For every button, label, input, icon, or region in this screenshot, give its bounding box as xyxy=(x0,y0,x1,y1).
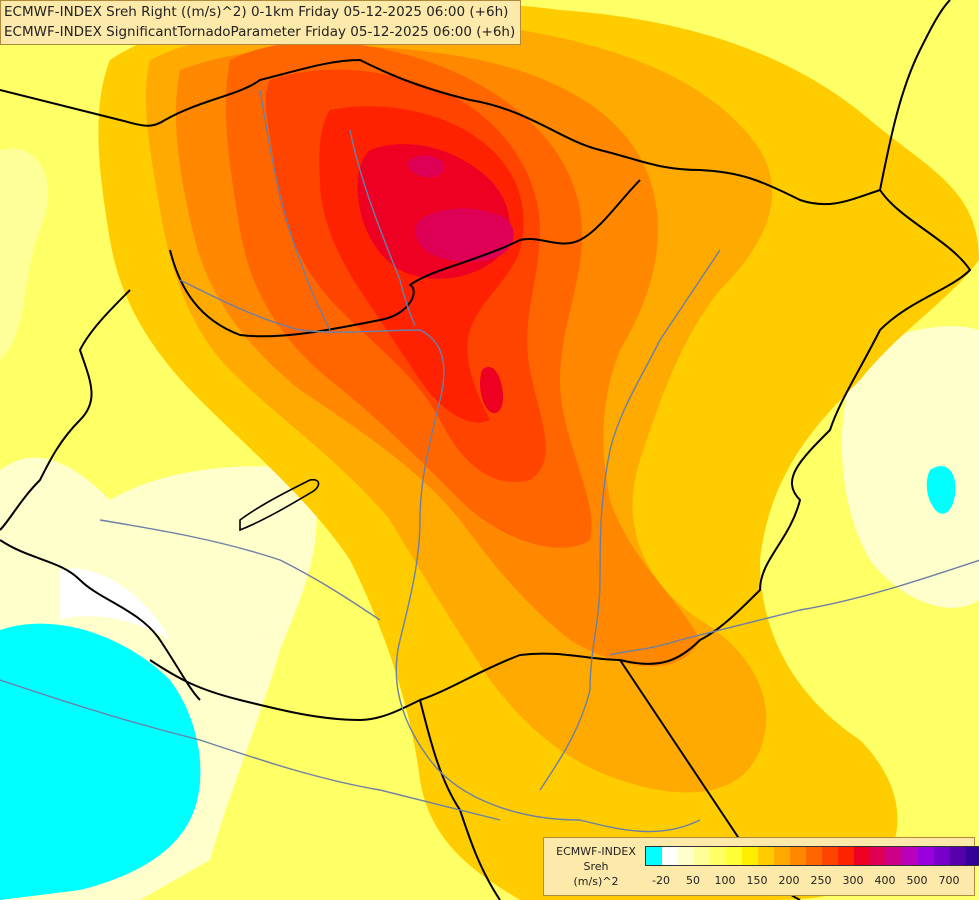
legend-title-source: ECMWF-INDEX xyxy=(556,845,636,858)
border-east xyxy=(879,0,951,191)
legend-swatch xyxy=(966,847,979,865)
map-title-box: ECMWF-INDEX Sreh Right ((m/s)^2) 0-1km F… xyxy=(0,0,522,45)
legend-swatch xyxy=(822,847,838,865)
legend-tick-label: 100 xyxy=(714,874,736,887)
border-hungary-romania xyxy=(619,189,971,665)
color-legend: ECMWF-INDEX Sreh (m/s)^2 -20 50 100 150 200 2… xyxy=(543,837,979,896)
border-west-top xyxy=(0,89,166,127)
legend-swatch xyxy=(710,847,726,865)
rivers xyxy=(0,89,979,833)
border-hungary-serbia xyxy=(149,652,621,721)
low-helicity-region-east xyxy=(926,466,956,514)
map-title-line-1: ECMWF-INDEX Sreh Right ((m/s)^2) 0-1km F… xyxy=(4,4,509,20)
legend-tick-labels: -20 50 100 150 200 250 300 400 500 700 xyxy=(645,874,975,890)
border-north xyxy=(164,59,881,206)
tisza-river xyxy=(539,249,721,791)
danube-river xyxy=(179,279,701,833)
legend-swatch xyxy=(918,847,934,865)
legend-swatch xyxy=(726,847,742,865)
pale-region-east xyxy=(841,326,979,608)
legend-tick-label: -20 xyxy=(652,874,670,887)
low-helicity-region-west xyxy=(0,623,201,900)
legend-swatch xyxy=(662,847,678,865)
legend-color-bar xyxy=(645,846,979,866)
legend-title-variable: Sreh xyxy=(583,860,609,873)
legend-swatch xyxy=(838,847,854,865)
legend-tick-label: 250 xyxy=(810,874,832,887)
legend-swatch xyxy=(790,847,806,865)
legend-swatch xyxy=(774,847,790,865)
legend-swatch xyxy=(646,847,662,865)
legend-swatch xyxy=(694,847,710,865)
sava-river xyxy=(0,679,501,821)
legend-swatch xyxy=(934,847,950,865)
border-austria-hungary xyxy=(0,289,131,531)
legend-tick-label: 150 xyxy=(746,874,768,887)
legend-tick-label: 200 xyxy=(778,874,800,887)
legend-swatch xyxy=(758,847,774,865)
crimson-region-south xyxy=(480,366,504,414)
legend-swatch xyxy=(806,847,822,865)
border-slovakia-hungary xyxy=(169,179,641,338)
legend-swatch xyxy=(870,847,886,865)
legend-tick-label: 50 xyxy=(686,874,700,887)
vah-river xyxy=(259,89,331,331)
legend-title-unit: (m/s)^2 xyxy=(573,875,619,888)
lake-balaton xyxy=(239,478,320,532)
legend-swatch xyxy=(854,847,870,865)
border-croatia xyxy=(0,539,201,701)
legend-title: ECMWF-INDEX Sreh (m/s)^2 xyxy=(550,844,642,889)
legend-swatch xyxy=(742,847,758,865)
legend-swatch xyxy=(950,847,966,865)
hron-river xyxy=(349,129,416,326)
legend-tick-label: 400 xyxy=(874,874,896,887)
map-title-line-2: ECMWF-INDEX SignificantTornadoParameter … xyxy=(4,24,516,40)
legend-tick-label: 500 xyxy=(906,874,928,887)
legend-tick-label: 300 xyxy=(842,874,864,887)
mures-river xyxy=(609,559,979,656)
legend-tick-label: 700 xyxy=(938,874,960,887)
legend-swatch xyxy=(886,847,902,865)
magenta-core xyxy=(415,208,514,262)
pale-region-northwest xyxy=(0,148,48,360)
drava-river xyxy=(99,519,381,621)
legend-swatch xyxy=(902,847,918,865)
legend-swatch xyxy=(678,847,694,865)
magenta-spot xyxy=(408,155,445,178)
